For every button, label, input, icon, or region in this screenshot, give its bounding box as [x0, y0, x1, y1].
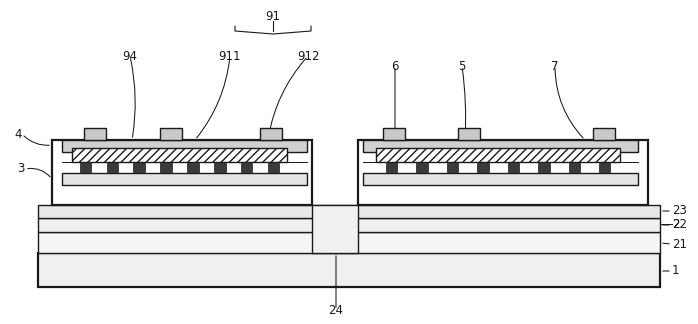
Bar	[62, 140, 307, 152]
Bar	[38, 205, 660, 218]
Bar	[84, 128, 106, 140]
Bar	[376, 148, 620, 162]
Bar	[80, 163, 91, 172]
Bar	[477, 163, 489, 172]
Bar	[52, 140, 312, 205]
Text: 22: 22	[672, 218, 687, 232]
Text: 4: 4	[15, 128, 22, 141]
Bar	[38, 253, 660, 287]
Bar	[568, 163, 580, 172]
Bar	[507, 163, 519, 172]
Bar	[593, 128, 615, 140]
Bar	[62, 173, 307, 185]
Text: 6: 6	[392, 60, 399, 73]
Text: 912: 912	[297, 50, 319, 63]
Text: 94: 94	[123, 50, 138, 63]
Text: 2: 2	[672, 217, 679, 230]
Bar	[161, 163, 172, 172]
Text: 24: 24	[329, 304, 343, 317]
Bar	[358, 140, 648, 205]
Text: 21: 21	[672, 237, 687, 250]
Bar	[363, 173, 638, 185]
Bar	[38, 232, 660, 253]
Text: 91: 91	[265, 9, 281, 22]
Bar	[133, 163, 145, 172]
Bar	[107, 163, 118, 172]
Bar	[599, 163, 611, 172]
Bar	[538, 163, 549, 172]
Bar	[38, 218, 660, 232]
Bar	[416, 163, 427, 172]
Bar	[447, 163, 458, 172]
Text: 5: 5	[459, 60, 466, 73]
Text: 23: 23	[672, 204, 687, 217]
Bar	[385, 163, 397, 172]
Bar	[363, 140, 638, 152]
Bar	[383, 128, 405, 140]
Bar	[458, 128, 480, 140]
Text: 1: 1	[672, 264, 679, 277]
Bar	[72, 148, 287, 162]
Bar	[312, 205, 358, 253]
Bar	[260, 128, 282, 140]
Text: 7: 7	[551, 60, 559, 73]
Bar	[160, 128, 182, 140]
Text: 3: 3	[17, 163, 25, 176]
Bar	[268, 163, 279, 172]
Bar	[187, 163, 199, 172]
Text: 911: 911	[218, 50, 242, 63]
Bar	[241, 163, 253, 172]
Bar	[214, 163, 225, 172]
